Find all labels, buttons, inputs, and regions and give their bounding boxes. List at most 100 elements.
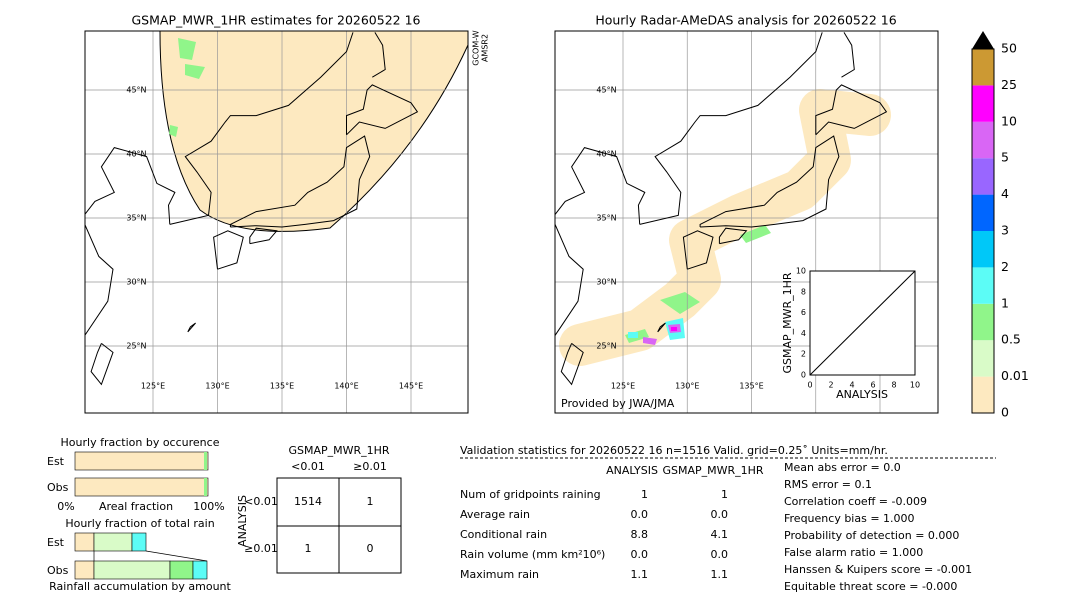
row-label: Obs — [47, 481, 69, 494]
coastline — [555, 147, 646, 337]
score: RMS error = 0.1 — [784, 478, 872, 491]
lat-label: 45°N — [596, 86, 616, 95]
coastline — [639, 32, 823, 225]
row-axis: ANALYSIS — [236, 495, 249, 547]
coastline — [249, 227, 278, 245]
colorbar-label: 1 — [1001, 295, 1009, 310]
rain-fraction-segment — [131, 532, 147, 552]
validation-header: Validation statistics for 20260522 16 n=… — [460, 444, 888, 457]
lat-label: 25°N — [596, 342, 616, 351]
stat-value: 0.0 — [631, 548, 649, 561]
colorbar-segment — [972, 158, 994, 195]
diagonal — [809, 270, 916, 376]
col-label: ≥0.01 — [353, 460, 387, 473]
inset-y-tick: 10 — [796, 267, 806, 276]
stat-value: 8.8 — [631, 528, 649, 541]
row-label: Obs — [47, 564, 69, 577]
inset-x-tick: 10 — [910, 381, 920, 390]
row-label: ≥0.01 — [244, 542, 278, 555]
score: Correlation coeff = -0.009 — [784, 495, 927, 508]
inset-y-tick: 4 — [801, 329, 806, 338]
rain-area — [671, 327, 677, 331]
score: Mean abs error = 0.0 — [784, 461, 901, 474]
colorbar-label: 10 — [1001, 113, 1017, 128]
lon-label: 125°E — [611, 382, 635, 391]
rain-fraction-segment — [74, 560, 95, 580]
inset-x-tick: 2 — [828, 381, 833, 390]
inset-x-tick: 6 — [870, 381, 875, 390]
lat-label: 40°N — [596, 150, 616, 159]
coastline — [657, 322, 666, 333]
inset-y-label: GSMAP_MWR_1HR — [781, 272, 794, 373]
panel-title: Hourly fraction by occurence — [61, 436, 220, 449]
rain-fraction-segment — [74, 532, 95, 552]
inset-y-tick: 8 — [801, 287, 806, 296]
score: Equitable threat score = -0.000 — [784, 580, 957, 593]
coastline — [841, 32, 855, 78]
colorbar-label: 50 — [1001, 41, 1017, 56]
rain-fraction-segment — [169, 560, 194, 580]
fraction-bar — [74, 451, 209, 471]
coastline — [213, 230, 244, 270]
stat-value: 1.1 — [711, 568, 729, 581]
rain-fraction-segment — [192, 560, 208, 580]
map-title: GSMAP_MWR_1HR estimates for 20260522 16 — [132, 13, 421, 28]
colorbar-segment — [972, 231, 994, 268]
row-label: Est — [47, 455, 65, 468]
stat-label: Maximum rain — [460, 568, 539, 581]
inset-y-tick: 2 — [801, 350, 806, 359]
axis-label: Areal fraction — [99, 500, 173, 513]
table-cell: 1 — [305, 542, 312, 555]
coastline — [699, 135, 840, 228]
left-map — [85, 31, 468, 413]
column-header: ANALYSIS — [606, 464, 658, 477]
stat-value: 0.0 — [631, 508, 649, 521]
colorbar-segment — [972, 340, 994, 377]
stat-label: Conditional rain — [460, 528, 547, 541]
stat-label: Average rain — [460, 508, 530, 521]
colorbar-segment — [972, 121, 994, 159]
lat-label: 45°N — [126, 86, 146, 95]
lon-label: 140°E — [334, 382, 358, 391]
axis-left: 0% — [57, 500, 74, 513]
lat-label: 35°N — [596, 214, 616, 223]
inset-x-tick: 0 — [807, 381, 812, 390]
stat-value: 1.1 — [631, 568, 649, 581]
panel-footer: Rainfall accumulation by amount — [49, 580, 231, 593]
colorbar-label: 5 — [1001, 150, 1009, 165]
coastline — [229, 135, 371, 228]
lon-label: 135°E — [270, 382, 294, 391]
coastline — [560, 343, 584, 386]
score: Frequency bias = 1.000 — [784, 512, 915, 525]
connector — [145, 550, 208, 562]
inset-y-tick: 0 — [801, 371, 806, 380]
map-frame — [84, 30, 469, 414]
fraction-bar-tip — [204, 478, 207, 496]
fraction-bar — [74, 477, 209, 497]
lat-label: 30°N — [126, 278, 146, 287]
colorbar-label: 25 — [1001, 77, 1017, 92]
coastline — [815, 84, 888, 136]
map-title: Hourly Radar-AMeDAS analysis for 2026052… — [595, 13, 896, 28]
coastline — [169, 32, 354, 225]
rain-fraction-segment — [93, 532, 133, 552]
row-label: Est — [47, 536, 65, 549]
col-label: <0.01 — [291, 460, 325, 473]
stat-value: 0.0 — [711, 548, 729, 561]
coastline — [718, 227, 748, 245]
table-title: GSMAP_MWR_1HR — [288, 444, 389, 457]
lat-label: 40°N — [126, 150, 146, 159]
rain-area — [625, 225, 771, 343]
stat-label: Num of gridpoints raining — [460, 488, 601, 501]
score: Hanssen & Kuipers score = -0.001 — [784, 563, 972, 576]
colorbar-label: 2 — [1001, 259, 1009, 274]
coastline — [187, 322, 196, 333]
fraction-bar-tip — [204, 452, 207, 470]
rain-area — [628, 318, 685, 340]
axis-right: 100% — [193, 500, 224, 513]
coastline — [90, 343, 114, 386]
colorbar-extend — [972, 31, 994, 49]
colorbar-label: 4 — [1001, 186, 1009, 201]
colorbar-segment — [972, 376, 994, 413]
lat-label: 35°N — [126, 214, 146, 223]
